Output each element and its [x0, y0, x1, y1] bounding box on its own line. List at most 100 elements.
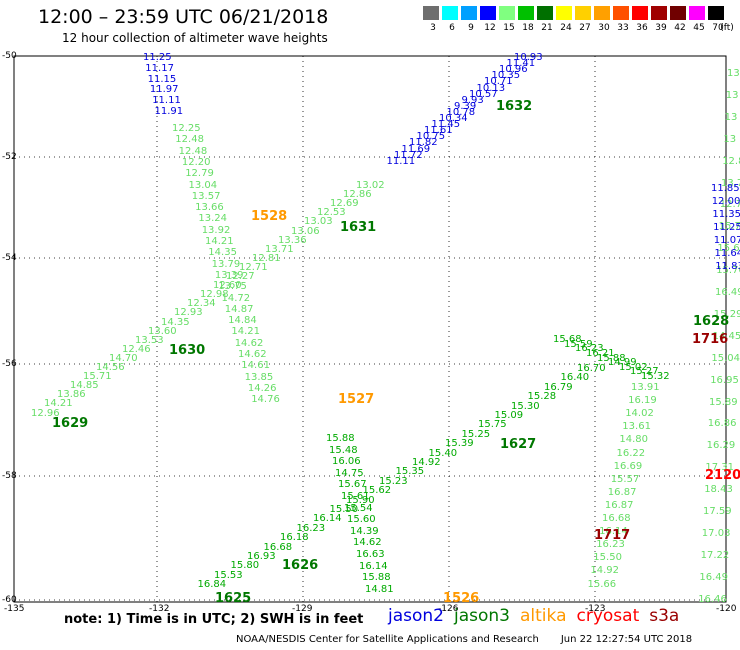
wave-height-label: 14.76 — [251, 394, 280, 406]
wave-height-label: 13.57 — [191, 190, 221, 202]
map-subtitle: 12 hour collection of altimeter wave hei… — [62, 31, 328, 45]
wave-height-label: 16.14 — [359, 560, 388, 572]
legend-label: 30 — [598, 23, 610, 33]
satellite-legend: jason2 jason3 altika cryosat s3a — [388, 606, 689, 626]
longitude-tick: -123 — [585, 604, 606, 614]
wave-height-label: 16.19 — [628, 395, 657, 407]
wave-height-label: 11.35 — [712, 209, 740, 220]
legend-swatch — [480, 6, 496, 20]
pass-time-label: 1716 — [692, 332, 729, 347]
wave-height-label: 11.82 — [409, 137, 438, 149]
pass-time-label: 1627 — [500, 437, 537, 452]
legend-label: 21 — [541, 23, 553, 33]
wave-height-label: 18.43 — [704, 484, 733, 496]
longitude-tick: -135 — [4, 604, 25, 614]
legend-label: 39 — [655, 23, 667, 33]
wave-height-label: 16.87 — [607, 486, 637, 498]
wave-height-label: 13.71 — [265, 243, 294, 255]
wave-height-label: 13.91 — [631, 382, 660, 393]
legend-swatch — [708, 6, 724, 20]
wave-height-label: 11.83 — [715, 261, 740, 272]
wave-height-label: 16.49 — [699, 571, 729, 583]
legend-swatch — [442, 6, 458, 20]
wave-height-label: 16.40 — [560, 372, 590, 384]
wave-height-label: 12.25 — [172, 123, 201, 134]
wave-height-label: 12.20 — [181, 156, 211, 168]
wave-height-label: 13.61 — [622, 421, 651, 433]
wave-height-label: 11.61 — [424, 125, 453, 137]
wave-height-label: 15.60 — [347, 514, 376, 526]
legend-label: 42 — [674, 23, 686, 33]
wave-height-label: 13.36 — [278, 234, 307, 246]
wave-height-label: 14.02 — [625, 408, 654, 420]
legend-label: 3 — [430, 23, 436, 33]
pass-time-label: 2120 — [705, 468, 740, 483]
wave-height-label: 11.64 — [714, 248, 740, 259]
wave-height-label: 16.46 — [698, 593, 727, 605]
pass-time-label: 1628 — [693, 314, 730, 329]
wave-height-label: 15.71 — [83, 371, 112, 383]
wave-height-label: 13.02 — [356, 180, 385, 191]
legend-label: 27 — [579, 23, 591, 33]
legend-swatch — [556, 6, 572, 20]
legend-label: 18 — [522, 23, 534, 33]
wave-height-label: 16.22 — [616, 447, 646, 459]
wave-height-label: 15.32 — [641, 371, 670, 382]
wave-height-label: 16.84 — [197, 579, 227, 591]
wave-height-label: 12.34 — [187, 298, 216, 310]
wave-height-label: 14.26 — [247, 382, 277, 394]
wave-height-label: 10.71 — [484, 76, 513, 88]
wave-height-label: 10.93 — [514, 52, 543, 63]
wave-height-label: 15.68 — [553, 334, 582, 346]
wave-height-label: 13 — [727, 68, 740, 79]
satellite-name: jason3 — [454, 606, 510, 626]
wave-height-label: 16.79 — [544, 381, 573, 393]
wave-height-label: 15.88 — [326, 433, 355, 444]
wave-height-label: 12.93 — [174, 307, 203, 319]
color-legend: 3 6 9 12 15 18 21 24 27 30 33 36 39 42 45 70 (ft) — [423, 6, 734, 36]
wave-height-label: 10.78 — [446, 106, 476, 118]
wave-height-label: 13.03 — [304, 216, 333, 228]
wave-height-label: 15.50 — [593, 552, 622, 564]
wave-height-label: 14.62 — [238, 349, 267, 360]
wave-height-label: 9.93 — [461, 94, 484, 106]
wave-height-label: 14.75 — [335, 467, 364, 479]
satellite-name: cryosat — [576, 606, 640, 626]
wave-height-label: 15.50 — [329, 504, 359, 515]
pass-time-label: 1717 — [594, 528, 631, 543]
latitude-tick: -54 — [2, 253, 17, 263]
wave-height-label: 15.57 — [610, 473, 640, 485]
wave-height-label: 15.67 — [717, 243, 740, 255]
wave-height-label: 16.95 — [710, 374, 739, 386]
latitude-tick: -50 — [2, 51, 17, 61]
pass-time-label: 1528 — [251, 209, 288, 224]
wave-height-label: 14.70 — [109, 352, 138, 364]
legend-swatch — [537, 6, 553, 20]
wave-height-label: 12.27 — [226, 271, 255, 282]
wave-height-label: 11.25 — [143, 52, 172, 63]
wave-height-label: 14.21 — [205, 236, 234, 247]
wave-height-label: 15.90 — [346, 494, 375, 506]
legend-swatch — [613, 6, 629, 20]
legend-swatch — [594, 6, 610, 20]
wave-height-label: 15.23 — [379, 475, 408, 487]
wave-height-label: 16.69 — [613, 460, 643, 472]
pass-time-label: 1632 — [496, 99, 533, 114]
wave-height-label: 15.59 — [564, 338, 593, 350]
wave-height-label: 13.75 — [218, 281, 247, 293]
wave-height-label: 15.39 — [445, 438, 474, 450]
wave-height-label: 16.14 — [599, 526, 628, 538]
wave-height-label: 11.69 — [401, 143, 431, 155]
wave-height-label: 12.53 — [317, 207, 346, 219]
latitude-tick: -56 — [2, 359, 17, 369]
graticule — [13, 55, 727, 602]
legend-label: 36 — [636, 23, 648, 33]
wave-height-label: 15.75 — [478, 419, 507, 431]
wave-height-label: 17.59 — [703, 506, 732, 517]
footer: NOAA/NESDIS Center for Satellite Applica… — [236, 634, 714, 645]
wave-height-label: 9.39 — [454, 100, 477, 112]
wave-height-label: 11.72 — [394, 149, 423, 161]
wave-height-label: 15.53 — [214, 569, 243, 581]
wave-height-label: 14.92 — [590, 565, 620, 577]
